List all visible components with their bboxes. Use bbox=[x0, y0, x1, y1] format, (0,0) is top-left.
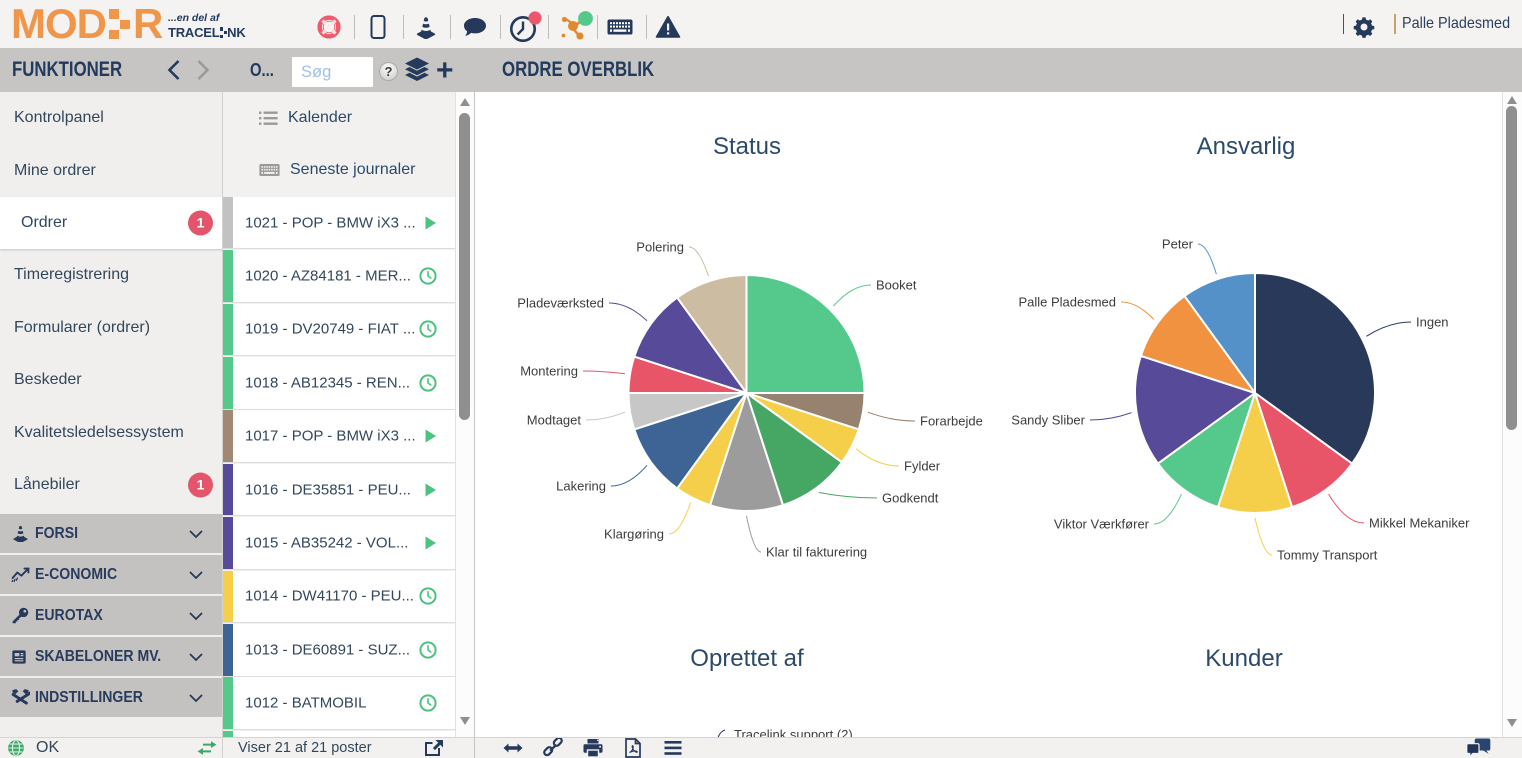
svg-text:Klar til fakturering: Klar til fakturering bbox=[766, 545, 867, 560]
svg-text:Polering: Polering bbox=[636, 240, 684, 255]
svg-text:Lakering: Lakering bbox=[556, 479, 606, 494]
svg-text:Montering: Montering bbox=[520, 364, 578, 379]
svg-text:Sandy Sliber: Sandy Sliber bbox=[1011, 413, 1085, 428]
svg-text:Ingen: Ingen bbox=[1416, 315, 1449, 330]
svg-text:Modtaget: Modtaget bbox=[527, 413, 582, 428]
svg-text:Mikkel Mekaniker: Mikkel Mekaniker bbox=[1369, 516, 1470, 531]
svg-text:Tracelink support (2): Tracelink support (2) bbox=[734, 727, 853, 737]
svg-text:Klargøring: Klargøring bbox=[604, 527, 664, 542]
svg-text:Pladeværksted: Pladeværksted bbox=[517, 296, 604, 311]
svg-text:Tommy Transport: Tommy Transport bbox=[1277, 548, 1378, 563]
svg-text:Booket: Booket bbox=[876, 278, 917, 293]
svg-text:Godkendt: Godkendt bbox=[882, 491, 939, 506]
svg-text:Palle Pladesmed: Palle Pladesmed bbox=[1018, 295, 1116, 310]
svg-text:Peter: Peter bbox=[1162, 237, 1194, 252]
svg-text:Forarbejde: Forarbejde bbox=[920, 414, 983, 429]
svg-text:Fylder: Fylder bbox=[904, 459, 941, 474]
svg-text:Viktor Værkfører: Viktor Værkfører bbox=[1054, 517, 1150, 532]
